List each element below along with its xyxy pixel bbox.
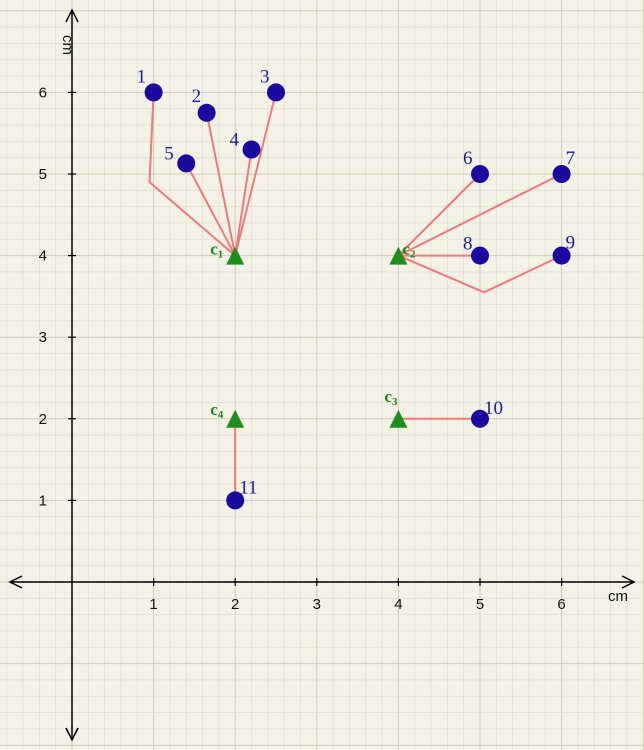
data-point-3: [267, 83, 285, 102]
assignment-links: [148, 92, 563, 501]
data-point-9: [552, 246, 571, 265]
data-point-label-5: 5: [164, 143, 174, 164]
assignment-link-c1: [234, 92, 277, 256]
x-axis-arrow-right: [621, 575, 636, 589]
x-tick-label: 5: [476, 596, 484, 613]
data-point-label-4: 4: [230, 130, 240, 151]
x-tick-label: 2: [231, 596, 239, 613]
data-point-10: [471, 409, 489, 428]
tick-labels: 1 2 3 4 5 6 1 2 3 4 5 6: [39, 84, 566, 613]
assignment-link-c2: [397, 173, 563, 257]
y-axis-arrow-down: [65, 727, 79, 742]
centroids: c1 c2 c3 c4: [210, 240, 416, 428]
x-tick-label: 3: [313, 596, 321, 613]
assignment-link-c1: [205, 112, 237, 256]
data-point-11: [226, 491, 245, 510]
data-point-7: [552, 165, 571, 183]
y-tick-label: 6: [39, 84, 47, 101]
data-point-label-1: 1: [137, 66, 147, 87]
data-point-6: [471, 165, 489, 183]
data-point-label-8: 8: [463, 234, 473, 255]
assignment-link-c2: [398, 254, 563, 294]
data-point-label-3: 3: [260, 66, 270, 87]
centroid-marker-c1: [226, 246, 245, 265]
y-tick-label: 3: [39, 329, 47, 346]
assignment-link-c1: [148, 92, 236, 257]
centroid-label-c3: c3: [384, 387, 398, 408]
y-tick-label: 5: [39, 166, 47, 183]
data-point-label-2: 2: [192, 86, 202, 107]
y-tick-label: 2: [39, 411, 47, 428]
data-point-8: [471, 246, 489, 265]
data-point-label-11: 11: [239, 477, 257, 498]
data-point-5: [177, 154, 196, 173]
y-axis-unit: cm: [59, 35, 76, 55]
data-point-label-9: 9: [566, 233, 576, 254]
assignment-link-c1: [234, 149, 253, 256]
centroid-label-c4: c4: [210, 400, 224, 421]
data-point-4: [242, 140, 261, 159]
data-point-label-6: 6: [463, 148, 473, 169]
x-axis-unit: cm: [608, 588, 628, 605]
x-tick-label: 1: [149, 596, 157, 613]
data-point-1: [144, 83, 163, 102]
assignment-link-c1: [185, 162, 237, 257]
y-tick-label: 4: [39, 248, 47, 265]
centroid-marker-c4: [226, 409, 245, 428]
x-tick-label: 4: [394, 596, 402, 613]
axes: [8, 8, 636, 742]
centroid-label-c1: c1: [210, 240, 223, 261]
x-tick-label: 6: [557, 596, 565, 613]
centroid-marker-c3: [389, 409, 408, 428]
data-points: 1 2 3 4 5 6 7 8 9 10 11: [137, 66, 576, 510]
centroid-label-c2: c2: [402, 240, 416, 261]
y-tick-label: 1: [39, 492, 47, 509]
assignment-link-c2: [397, 173, 481, 257]
x-axis-arrow-left: [8, 575, 23, 589]
data-point-2: [197, 103, 216, 122]
data-point-label-10: 10: [484, 398, 503, 419]
y-axis-arrow-up: [65, 8, 79, 23]
centroid-marker-c2: [389, 246, 408, 265]
data-point-label-7: 7: [566, 148, 576, 169]
